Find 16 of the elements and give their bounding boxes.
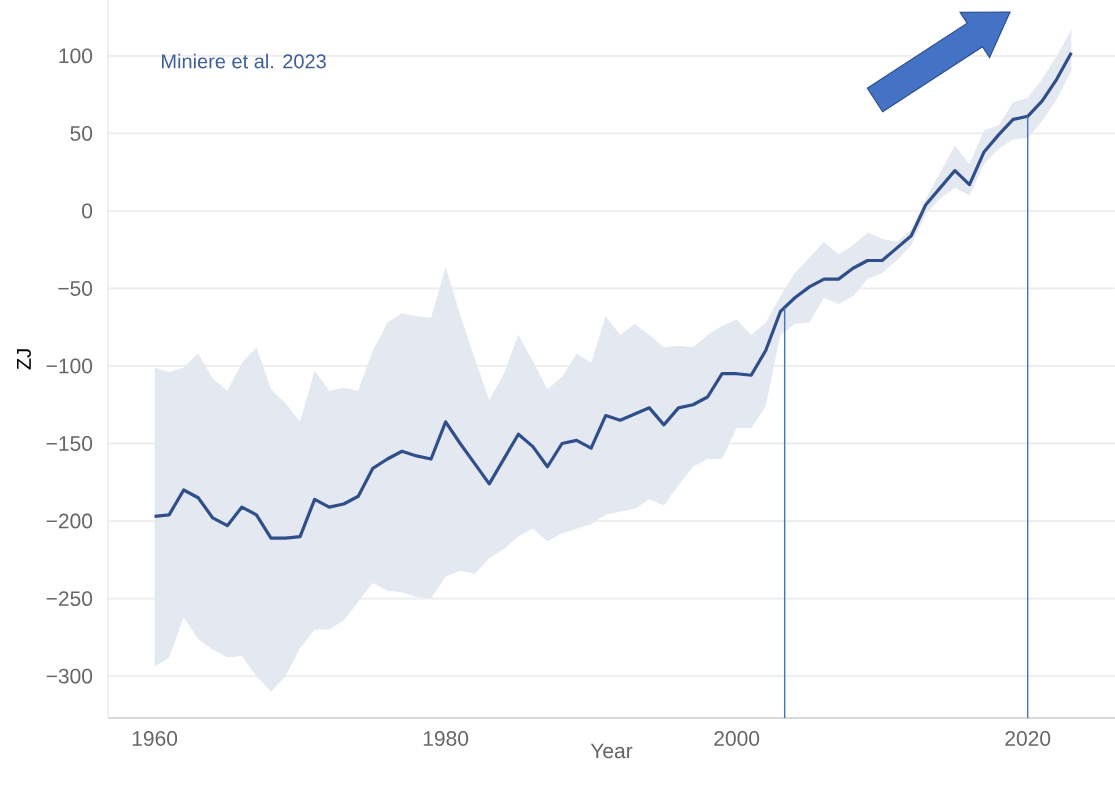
y-tick-label: −200 (46, 513, 93, 529)
y-tick-label: −250 (46, 591, 93, 607)
y-tick-label: 100 (59, 48, 93, 64)
x-axis-title: Year (590, 743, 633, 759)
x-tick-label: 1980 (423, 731, 469, 746)
y-tick-label: 50 (70, 125, 93, 141)
y-tick-label: 0 (82, 203, 93, 219)
x-tick-label: 1960 (132, 731, 178, 746)
y-tick-label: −100 (46, 358, 93, 374)
annotation: Miniere et al. 2023 (162, 53, 326, 69)
y-axis-title: ZJ (17, 349, 31, 370)
y-tick-label: −300 (46, 668, 93, 684)
y-tick-label: −150 (46, 436, 93, 451)
y-tick-label: −50 (58, 281, 93, 296)
x-tick-label: 2020 (1005, 731, 1051, 746)
x-tick-label: 2000 (714, 731, 760, 746)
